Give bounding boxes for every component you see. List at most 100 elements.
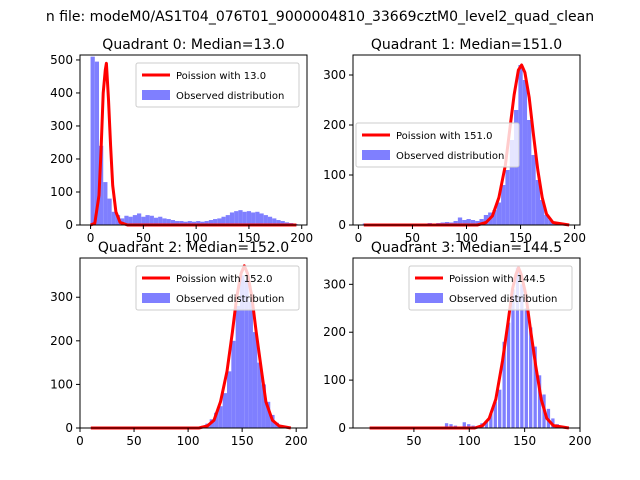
histogram-bar xyxy=(505,170,510,225)
histogram-bar xyxy=(200,221,205,225)
histogram-bar xyxy=(257,362,262,428)
legend-hist-swatch xyxy=(142,90,170,100)
histogram-bar xyxy=(272,218,277,225)
quadrant-0-panel: Quadrant 0: Median=13.0 0 50 100 150 200 0 100 2… xyxy=(50,37,313,245)
histogram-bar xyxy=(263,215,268,225)
histogram-bar xyxy=(548,220,553,225)
y-tick-label: 0 xyxy=(65,421,73,435)
histogram-bar xyxy=(444,423,449,428)
legend-hist-swatch xyxy=(362,150,390,160)
histogram-bar xyxy=(238,210,243,225)
histogram-bar xyxy=(496,202,502,225)
histogram-bar xyxy=(248,301,253,428)
histogram-bar xyxy=(162,218,167,225)
histogram-bar xyxy=(141,216,146,225)
quadrant-title: Quadrant 3: Median=144.5 xyxy=(371,240,562,256)
legend-hist-label: Observed distribution xyxy=(449,294,557,305)
histogram-bar xyxy=(252,332,258,428)
histogram-bar xyxy=(217,218,222,225)
quadrant-2-panel: Quadrant 2: Median=152.0 0 50 100 150 200 0 100… xyxy=(50,240,308,448)
histogram-bar xyxy=(524,308,528,428)
figure-suptitle: n file: modeM0/AS1T04_076T01_9000004810_… xyxy=(46,9,594,25)
histogram-bar xyxy=(183,221,188,225)
histogram-bar xyxy=(493,401,497,428)
histogram-bar xyxy=(280,221,285,225)
histogram-bar xyxy=(149,215,154,225)
histogram-bar xyxy=(214,412,219,428)
histogram-bar xyxy=(244,279,249,428)
legend-box xyxy=(355,122,520,168)
histogram-bar xyxy=(234,211,239,225)
axes-frame xyxy=(79,54,308,226)
histogram-bar xyxy=(502,341,506,428)
axes-frame xyxy=(352,257,581,429)
axes-frame xyxy=(79,257,308,429)
histogram-bar xyxy=(466,219,471,225)
histogram-bar xyxy=(449,424,453,428)
x-tick-label: 150 xyxy=(513,434,536,448)
quadrant-title: Quadrant 2: Median=152.0 xyxy=(98,240,289,256)
y-tick-label: 400 xyxy=(50,86,73,100)
poisson-curve xyxy=(90,61,297,227)
histogram-bar xyxy=(99,145,104,225)
histogram-bar xyxy=(533,346,537,428)
histogram-bar xyxy=(462,220,467,225)
histogram-bar xyxy=(132,215,138,225)
y-tick-label: 300 xyxy=(50,119,73,133)
x-tick-label: 50 xyxy=(405,231,420,245)
y-tick-label: 0 xyxy=(338,421,346,435)
histogram-bar xyxy=(166,219,171,225)
quadrant-title: Quadrant 0: Median=13.0 xyxy=(102,37,284,53)
histogram-bar xyxy=(170,220,176,225)
y-tick-label: 300 xyxy=(50,290,73,304)
poisson-curve xyxy=(363,63,570,227)
y-tick-label: 200 xyxy=(323,118,346,132)
x-tick-label: 50 xyxy=(126,434,141,448)
histogram-bar xyxy=(111,211,116,225)
x-tick-label: 150 xyxy=(237,231,260,245)
histogram-bar xyxy=(522,80,528,225)
y-tick-label: 300 xyxy=(323,68,346,82)
legend-hist-swatch xyxy=(415,293,443,303)
histogram-bar xyxy=(94,61,100,225)
histogram-bar xyxy=(221,216,226,225)
histogram-bar xyxy=(213,219,218,225)
histogram-bar xyxy=(137,213,142,225)
legend-line-label: Poission with 144.5 xyxy=(449,274,545,285)
histogram-bar xyxy=(457,217,463,225)
x-tick-label: 0 xyxy=(355,231,363,245)
y-tick-label: 200 xyxy=(50,152,73,166)
legend-hist-label: Observed distribution xyxy=(176,91,284,102)
x-tick-label: 100 xyxy=(455,231,478,245)
histogram-bar xyxy=(103,182,108,225)
histogram-bar xyxy=(276,220,281,225)
histogram-bar xyxy=(529,327,533,428)
histogram-bar xyxy=(261,384,266,428)
histogram-bar xyxy=(267,216,273,225)
histogram-bar xyxy=(242,211,247,225)
histogram-bar xyxy=(128,216,133,225)
legend-line-label: Poission with 151.0 xyxy=(396,131,492,142)
histogram-bar xyxy=(520,284,524,428)
legend-box xyxy=(408,265,573,311)
x-tick-label: 50 xyxy=(406,434,421,448)
histogram-bar xyxy=(179,221,184,225)
histogram-bar xyxy=(453,221,458,225)
legend-hist-label: Observed distribution xyxy=(176,294,284,305)
y-tick-label: 200 xyxy=(50,334,73,348)
histogram-bar xyxy=(544,215,549,225)
histogram-bar xyxy=(175,221,180,225)
histogram-bar xyxy=(535,180,541,225)
histogram-bar xyxy=(501,185,506,225)
y-tick-label: 100 xyxy=(323,168,346,182)
x-tick-label: 100 xyxy=(458,434,481,448)
histogram-bar xyxy=(235,305,240,428)
histogram-bar xyxy=(239,275,245,428)
quadrant-3-panel: Quadrant 3: Median=144.5 50 100 150 200 0 100 2… xyxy=(323,240,591,448)
histogram-bar xyxy=(265,401,271,428)
histogram-bar xyxy=(489,413,493,428)
x-tick-label: 150 xyxy=(509,231,532,245)
histogram-bar xyxy=(246,211,252,225)
histogram-bar xyxy=(145,215,150,225)
